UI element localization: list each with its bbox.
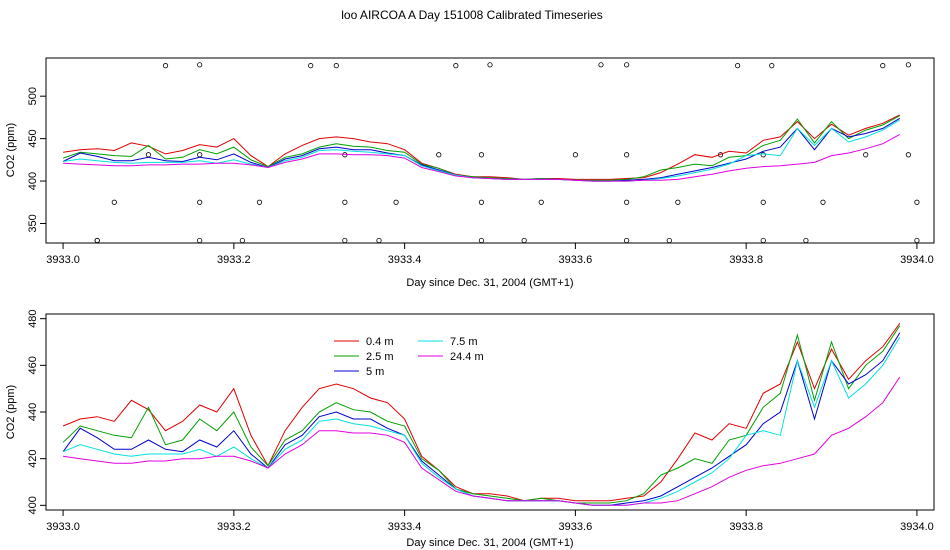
x-tick-label: 3933.8	[729, 521, 763, 533]
circle-marker	[162, 63, 169, 69]
circle-marker	[308, 63, 314, 69]
legend: 0.4 m 2.5 m 5 m 7.5 m 24.4 m	[334, 336, 484, 378]
circle-marker	[521, 237, 527, 244]
x-tick-label: 3933.6	[559, 254, 593, 266]
x-tick-label: 3934.0	[900, 521, 934, 533]
circle-marker	[256, 199, 263, 205]
circle-marker	[572, 152, 578, 158]
circle-marker	[624, 152, 630, 158]
circle-marker	[624, 62, 630, 68]
circle-marker	[487, 62, 493, 68]
x-tick-label: 3933.4	[388, 521, 422, 533]
top-series-line-2-5-m	[62, 115, 901, 181]
circle-marker	[735, 63, 741, 69]
circle-marker	[376, 237, 382, 244]
circle-marker	[197, 199, 203, 205]
x-tick-label: 3933.4	[388, 254, 422, 266]
circle-marker	[820, 199, 826, 205]
bottom-y-axis-label: CO2 (ppm)	[5, 385, 17, 439]
circle-marker	[624, 237, 630, 244]
circle-marker	[478, 152, 485, 158]
y-tick-label: 400	[27, 172, 39, 190]
bottom-x-axis: 3933.0 3933.2 3933.4 3933.6 3933.8 3934.0	[46, 510, 934, 533]
top-series-group	[62, 114, 901, 182]
circle-marker	[478, 199, 485, 205]
circle-marker	[333, 63, 339, 69]
circle-marker	[598, 62, 604, 68]
x-tick-label: 3934.0	[900, 254, 934, 266]
circle-marker	[769, 63, 775, 69]
bottom-series-line-2-5-m	[62, 325, 901, 504]
circle-marker	[624, 199, 630, 205]
figure-title: loo AIRCOA A Day 151008 Calibrated Times…	[341, 8, 602, 22]
x-tick-label: 3933.2	[217, 521, 251, 533]
top-panel: 3933.0 3933.2 3933.4 3933.6 3933.8 3934.0 350…	[5, 57, 935, 289]
circle-marker	[760, 237, 766, 244]
top-x-axis: 3933.0 3933.2 3933.4 3933.6 3933.8 3934.0	[46, 243, 934, 266]
top-series-line-24-4-m	[63, 133, 901, 182]
circle-marker	[478, 237, 485, 244]
circle-marker	[111, 199, 117, 205]
circle-marker	[863, 152, 869, 158]
top-y-axis-label: CO2 (ppm)	[5, 123, 17, 177]
bottom-plot-frame	[45, 313, 935, 511]
legend-label: 5 m	[366, 366, 384, 378]
top-series-line-7-5-m	[63, 119, 901, 182]
bottom-x-axis-label: Day since Dec. 31, 2004 (GMT+1)	[406, 537, 573, 549]
top-y-axis: 350 400 450 500	[27, 87, 46, 233]
legend-label: 7.5 m	[450, 336, 478, 348]
y-tick-label: 400	[27, 496, 39, 514]
circle-marker	[436, 152, 442, 158]
y-tick-label: 480	[27, 309, 39, 327]
circle-marker	[905, 62, 911, 68]
legend-label: 2.5 m	[366, 351, 394, 363]
circle-marker	[342, 199, 348, 205]
top-marker-group	[94, 62, 920, 244]
x-tick-label: 3933.0	[46, 254, 80, 266]
circle-marker	[760, 152, 766, 158]
circle-marker	[239, 237, 245, 244]
bottom-series-line-0-4-m	[62, 323, 901, 502]
circle-marker	[393, 199, 399, 205]
legend-label: 24.4 m	[450, 351, 484, 363]
circle-marker	[666, 237, 672, 244]
bottom-panel: 3933.0 3933.2 3933.4 3933.6 3933.8 3934.0 400…	[5, 309, 935, 549]
circle-marker	[675, 199, 681, 205]
bottom-series-line-24-4-m	[63, 376, 901, 506]
circle-marker	[197, 62, 203, 68]
circle-marker	[342, 237, 348, 244]
y-tick-label: 460	[27, 356, 39, 374]
legend-label: 0.4 m	[366, 336, 394, 348]
bottom-y-axis: 400 420 440 460 480	[27, 309, 46, 515]
top-series-line-5-m	[62, 117, 901, 182]
x-tick-label: 3933.2	[217, 254, 251, 266]
y-tick-label: 350	[27, 214, 39, 232]
circle-marker	[145, 152, 152, 158]
circle-marker	[803, 237, 809, 244]
top-plot-frame	[45, 57, 935, 244]
y-tick-label: 440	[27, 403, 39, 421]
top-x-axis-label: Day since Dec. 31, 2004 (GMT+1)	[406, 277, 573, 289]
y-tick-label: 500	[27, 87, 39, 105]
y-tick-label: 450	[27, 129, 39, 147]
circle-marker	[453, 63, 459, 69]
circle-marker	[760, 199, 766, 205]
x-tick-label: 3933.0	[46, 521, 80, 533]
circle-marker	[914, 199, 920, 205]
bottom-series-group	[62, 323, 901, 506]
circle-marker	[197, 237, 203, 244]
circle-marker	[905, 152, 911, 158]
circle-marker	[914, 237, 920, 244]
circle-marker	[197, 152, 203, 158]
circle-marker	[880, 63, 886, 69]
top-series-line-0-4-m	[63, 114, 901, 180]
x-tick-label: 3933.8	[729, 254, 763, 266]
x-tick-label: 3933.6	[559, 521, 593, 533]
y-tick-label: 420	[27, 449, 39, 467]
circle-marker	[538, 199, 544, 205]
circle-marker	[94, 237, 100, 244]
